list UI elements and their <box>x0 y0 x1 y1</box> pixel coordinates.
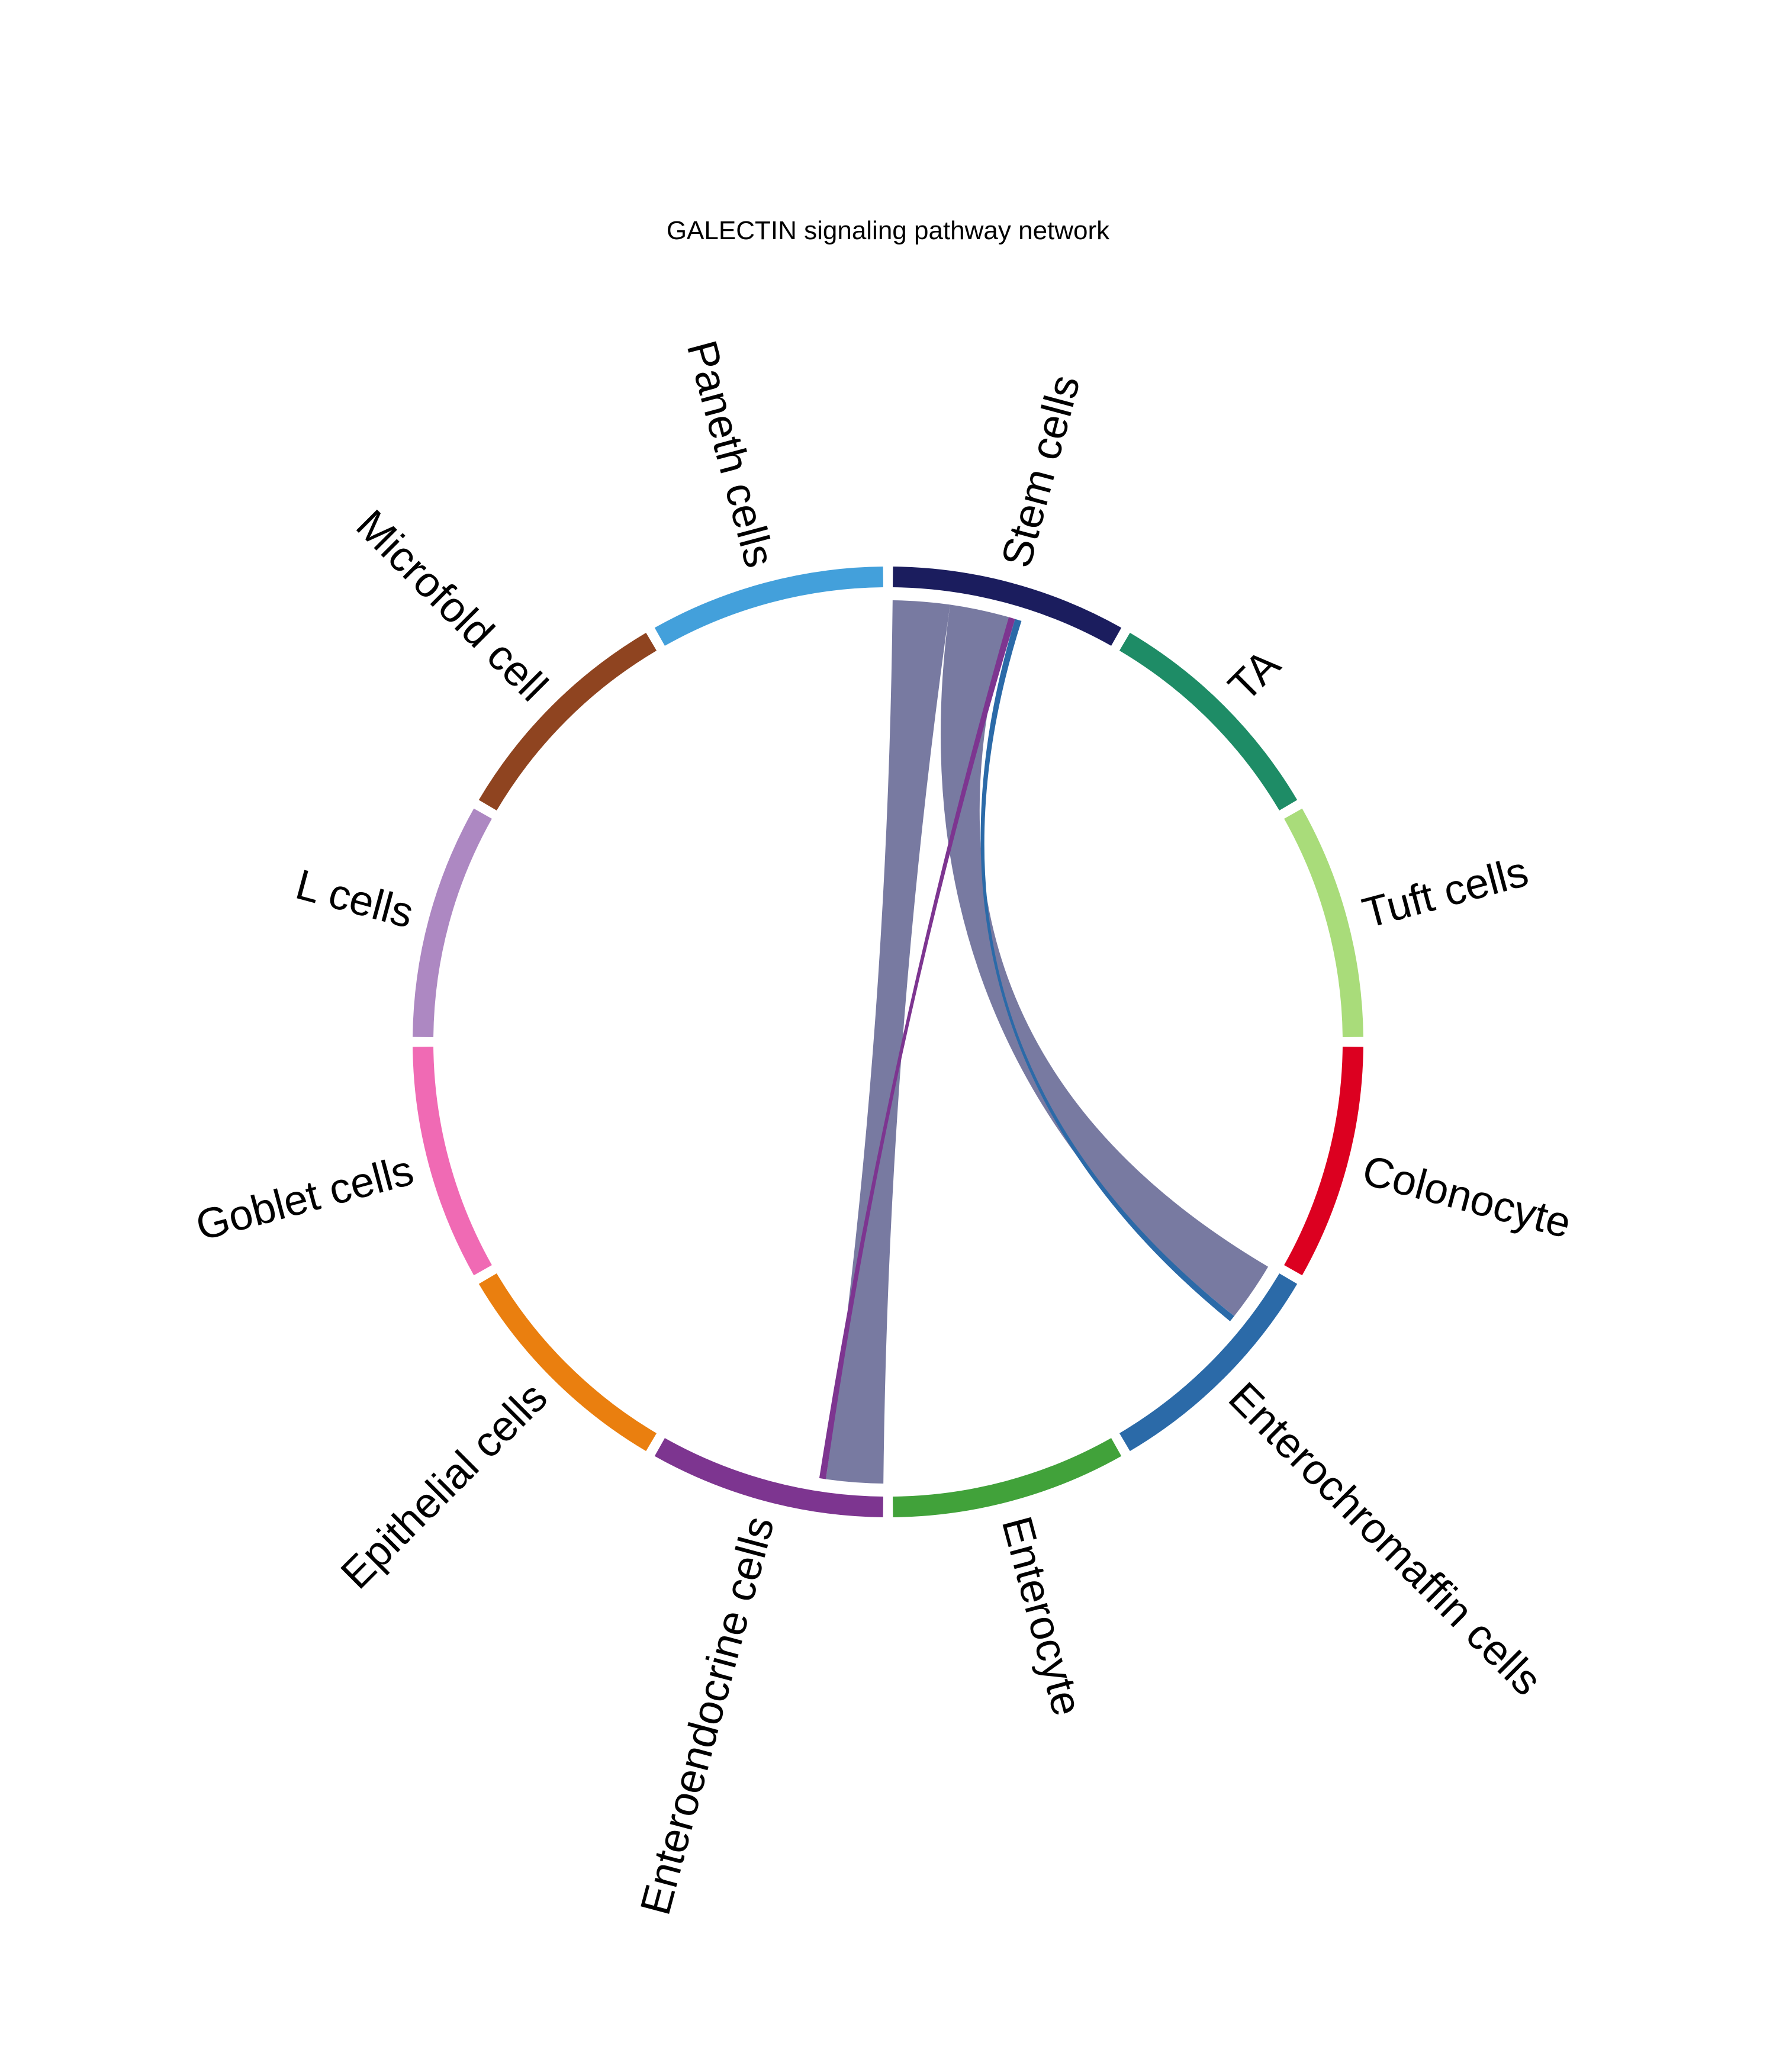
sector-label-paneth-cells: Paneth cells <box>678 336 784 572</box>
sector-arc-ta <box>1119 632 1298 811</box>
sector-label-l-cells: L cells <box>291 861 418 937</box>
links-layer <box>819 600 1269 1484</box>
link-stem-cells-to-enterochromaffin-cells <box>940 604 1269 1317</box>
sector-arc-enterochromaffin-cells <box>1119 1273 1298 1452</box>
sector-label-goblet-cells: Goblet cells <box>191 1147 419 1250</box>
sector-arc-tuft-cells <box>1284 808 1363 1037</box>
sector-arc-stem-cells <box>893 567 1122 646</box>
sector-label-microfold-cell: Microfold cell <box>347 501 556 710</box>
sectors-layer <box>413 567 1363 1517</box>
sector-arc-l-cells <box>413 808 492 1037</box>
sector-arc-enteroendocrine-cells <box>654 1438 883 1517</box>
sector-arc-microfold-cell <box>478 632 657 811</box>
sector-arc-colonocyte <box>1284 1047 1363 1276</box>
sector-label-stem-cells: Stem cells <box>993 370 1089 572</box>
sector-arc-goblet-cells <box>413 1047 492 1276</box>
sector-arc-paneth-cells <box>654 567 883 646</box>
sector-arc-epithelial-cells <box>478 1273 657 1452</box>
sector-label-tuft-cells: Tuft cells <box>1357 848 1533 937</box>
sector-label-ta: TA <box>1220 641 1289 710</box>
sector-label-enteroendocrine-cells: Enteroendocrine cells <box>632 1511 783 1920</box>
chart-title: GALECTIN signaling pathway network <box>667 216 1110 245</box>
sector-arc-enterocyte <box>893 1438 1122 1517</box>
link-enterochromaffin-cells-to-stem-cells <box>980 619 1234 1321</box>
sector-label-epithelial-cells: Epithelial cells <box>332 1373 556 1598</box>
sector-label-enterochromaffin-cells: Enterochromaffin cells <box>1220 1373 1550 1704</box>
sector-label-enterocyte: Enterocyte <box>993 1511 1091 1720</box>
sector-label-colonocyte: Colonocyte <box>1357 1147 1576 1248</box>
